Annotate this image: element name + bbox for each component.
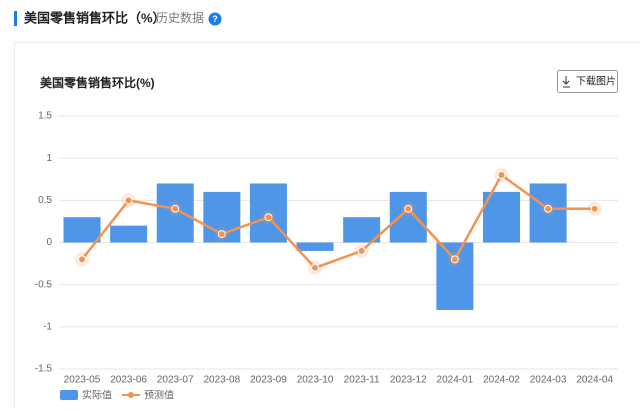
point	[125, 197, 132, 204]
point	[498, 172, 505, 179]
x-tick-label: 2023-06	[110, 375, 147, 386]
chart-title: 美国零售销售环比(%)	[40, 75, 155, 90]
y-tick-label: 0.5	[38, 195, 52, 206]
legend-swatch	[128, 392, 134, 398]
x-tick-label: 2023-05	[64, 375, 101, 386]
y-tick-label: -1.5	[35, 364, 53, 375]
header-accent	[14, 11, 17, 26]
x-tick-label: 2023-07	[157, 375, 194, 386]
point	[79, 256, 86, 263]
y-tick-label: -0.5	[35, 279, 53, 290]
point	[172, 205, 179, 212]
point	[358, 247, 365, 254]
download-label: 下载图片	[576, 75, 616, 88]
point	[312, 264, 319, 271]
point	[218, 231, 225, 238]
legend-label: 预测值	[144, 389, 174, 402]
x-tick-label: 2023-09	[250, 375, 287, 386]
x-tick-label: 2024-02	[483, 375, 520, 386]
legend-label: 实际值	[82, 389, 112, 402]
header-title: 美国零售销售环比（%）	[24, 10, 166, 25]
bar	[390, 192, 427, 243]
x-tick-label: 2023-11	[344, 375, 380, 386]
point	[265, 214, 272, 221]
y-tick-label: -1	[43, 321, 52, 332]
x-tick-label: 2024-04	[576, 375, 613, 386]
point	[591, 205, 598, 212]
help-icon-glyph: ?	[212, 14, 218, 24]
x-tick-label: 2023-10	[297, 375, 334, 386]
legend-swatch	[60, 390, 78, 400]
x-tick-label: 2023-12	[390, 375, 427, 386]
y-tick-label: 0	[46, 237, 52, 248]
x-tick-label: 2024-01	[437, 375, 474, 386]
x-tick-label: 2024-03	[530, 375, 567, 386]
point	[451, 256, 458, 263]
bar	[110, 226, 147, 243]
bar	[297, 243, 334, 251]
point	[545, 205, 552, 212]
x-tick-label: 2023-08	[203, 375, 240, 386]
y-tick-label: 1	[46, 153, 52, 164]
history-link[interactable]: 历史数据	[156, 10, 204, 25]
point	[405, 205, 412, 212]
y-tick-label: 1.5	[38, 111, 52, 122]
bar	[64, 217, 101, 242]
